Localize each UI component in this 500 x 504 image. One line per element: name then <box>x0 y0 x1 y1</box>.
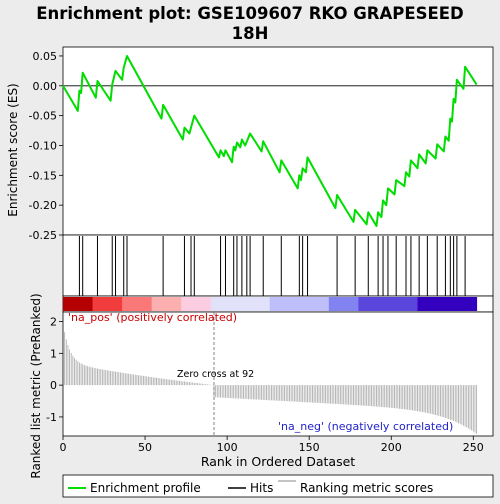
rank-y-axis-label: Ranked list metric (PreRanked) <box>29 293 43 478</box>
es-tick-label-3: -0.10 <box>29 139 57 152</box>
x-axis-label: Rank in Ordered Dataset <box>201 454 355 469</box>
pos-label: 'na_pos' (positively correlated) <box>68 311 237 324</box>
color-bar-segment-6 <box>240 297 271 311</box>
legend <box>62 474 494 498</box>
color-bar-segment-13 <box>447 297 478 311</box>
es-tick-label-4: -0.15 <box>29 169 57 182</box>
x-axis: 0 50 100 150 200 250 <box>60 436 484 454</box>
color-bar <box>63 297 478 311</box>
color-bar-segment-10 <box>358 297 389 311</box>
es-tick-label-5: -0.20 <box>29 199 57 212</box>
es-panel <box>62 46 494 236</box>
color-bar-segment-7 <box>269 297 300 311</box>
x-tick-label-1: 50 <box>138 441 152 454</box>
x-tick-label-3: 150 <box>299 441 320 454</box>
neg-label: 'na_neg' (negatively correlated) <box>278 420 453 433</box>
color-bar-segment-4 <box>181 297 212 311</box>
color-bar-segment-0 <box>63 297 94 311</box>
rank-tick-label-1: 1 <box>50 347 57 360</box>
x-tick-label-0: 0 <box>60 441 67 454</box>
color-bar-segment-8 <box>299 297 330 311</box>
chart-title: Enrichment plot: GSE109607 RKO GRAPESEED <box>36 4 464 23</box>
color-bar-segment-12 <box>417 297 448 311</box>
es-axis: 0.05 0.00 -0.05 -0.10 -0.15 -0.20 -0.25 <box>29 50 63 242</box>
ranking-metric-bars <box>64 312 478 436</box>
hit-lines <box>78 236 466 296</box>
x-tick-label-5: 250 <box>463 441 484 454</box>
es-profile-line <box>62 55 478 227</box>
chart-title-line2: 18H <box>232 24 269 43</box>
color-bar-segment-11 <box>387 297 419 311</box>
es-tick-label-1: 0.00 <box>33 80 58 93</box>
color-bar-segment-1 <box>92 297 123 311</box>
color-bar-segment-2 <box>122 297 153 311</box>
color-bar-segment-9 <box>328 297 359 311</box>
color-bar-segment-3 <box>151 297 182 311</box>
rank-tick-label-2: 0 <box>50 379 57 392</box>
legend-rank-label: Ranking metric scores <box>300 481 433 495</box>
rank-tick-label-3: -1 <box>46 411 57 424</box>
es-tick-label-6: -0.25 <box>29 229 57 242</box>
x-tick-label-2: 100 <box>217 441 238 454</box>
rank-axis: 2 1 0 -1 <box>46 316 63 424</box>
es-tick-label-0: 0.05 <box>33 50 58 63</box>
zero-cross-label: Zero cross at 92 <box>177 369 254 380</box>
hits-panel <box>62 234 494 297</box>
enrichment-profile <box>62 55 478 227</box>
legend-hits-label: Hits <box>250 481 273 495</box>
rank-tick-label-0: 2 <box>50 316 57 329</box>
es-tick-label-2: -0.05 <box>29 110 57 123</box>
legend-es-label: Enrichment profile <box>90 481 201 495</box>
color-bar-segment-5 <box>210 297 241 311</box>
es-y-axis-label: Enrichment score (ES) <box>6 83 20 216</box>
rank-panel <box>62 311 494 437</box>
x-tick-label-4: 200 <box>381 441 402 454</box>
